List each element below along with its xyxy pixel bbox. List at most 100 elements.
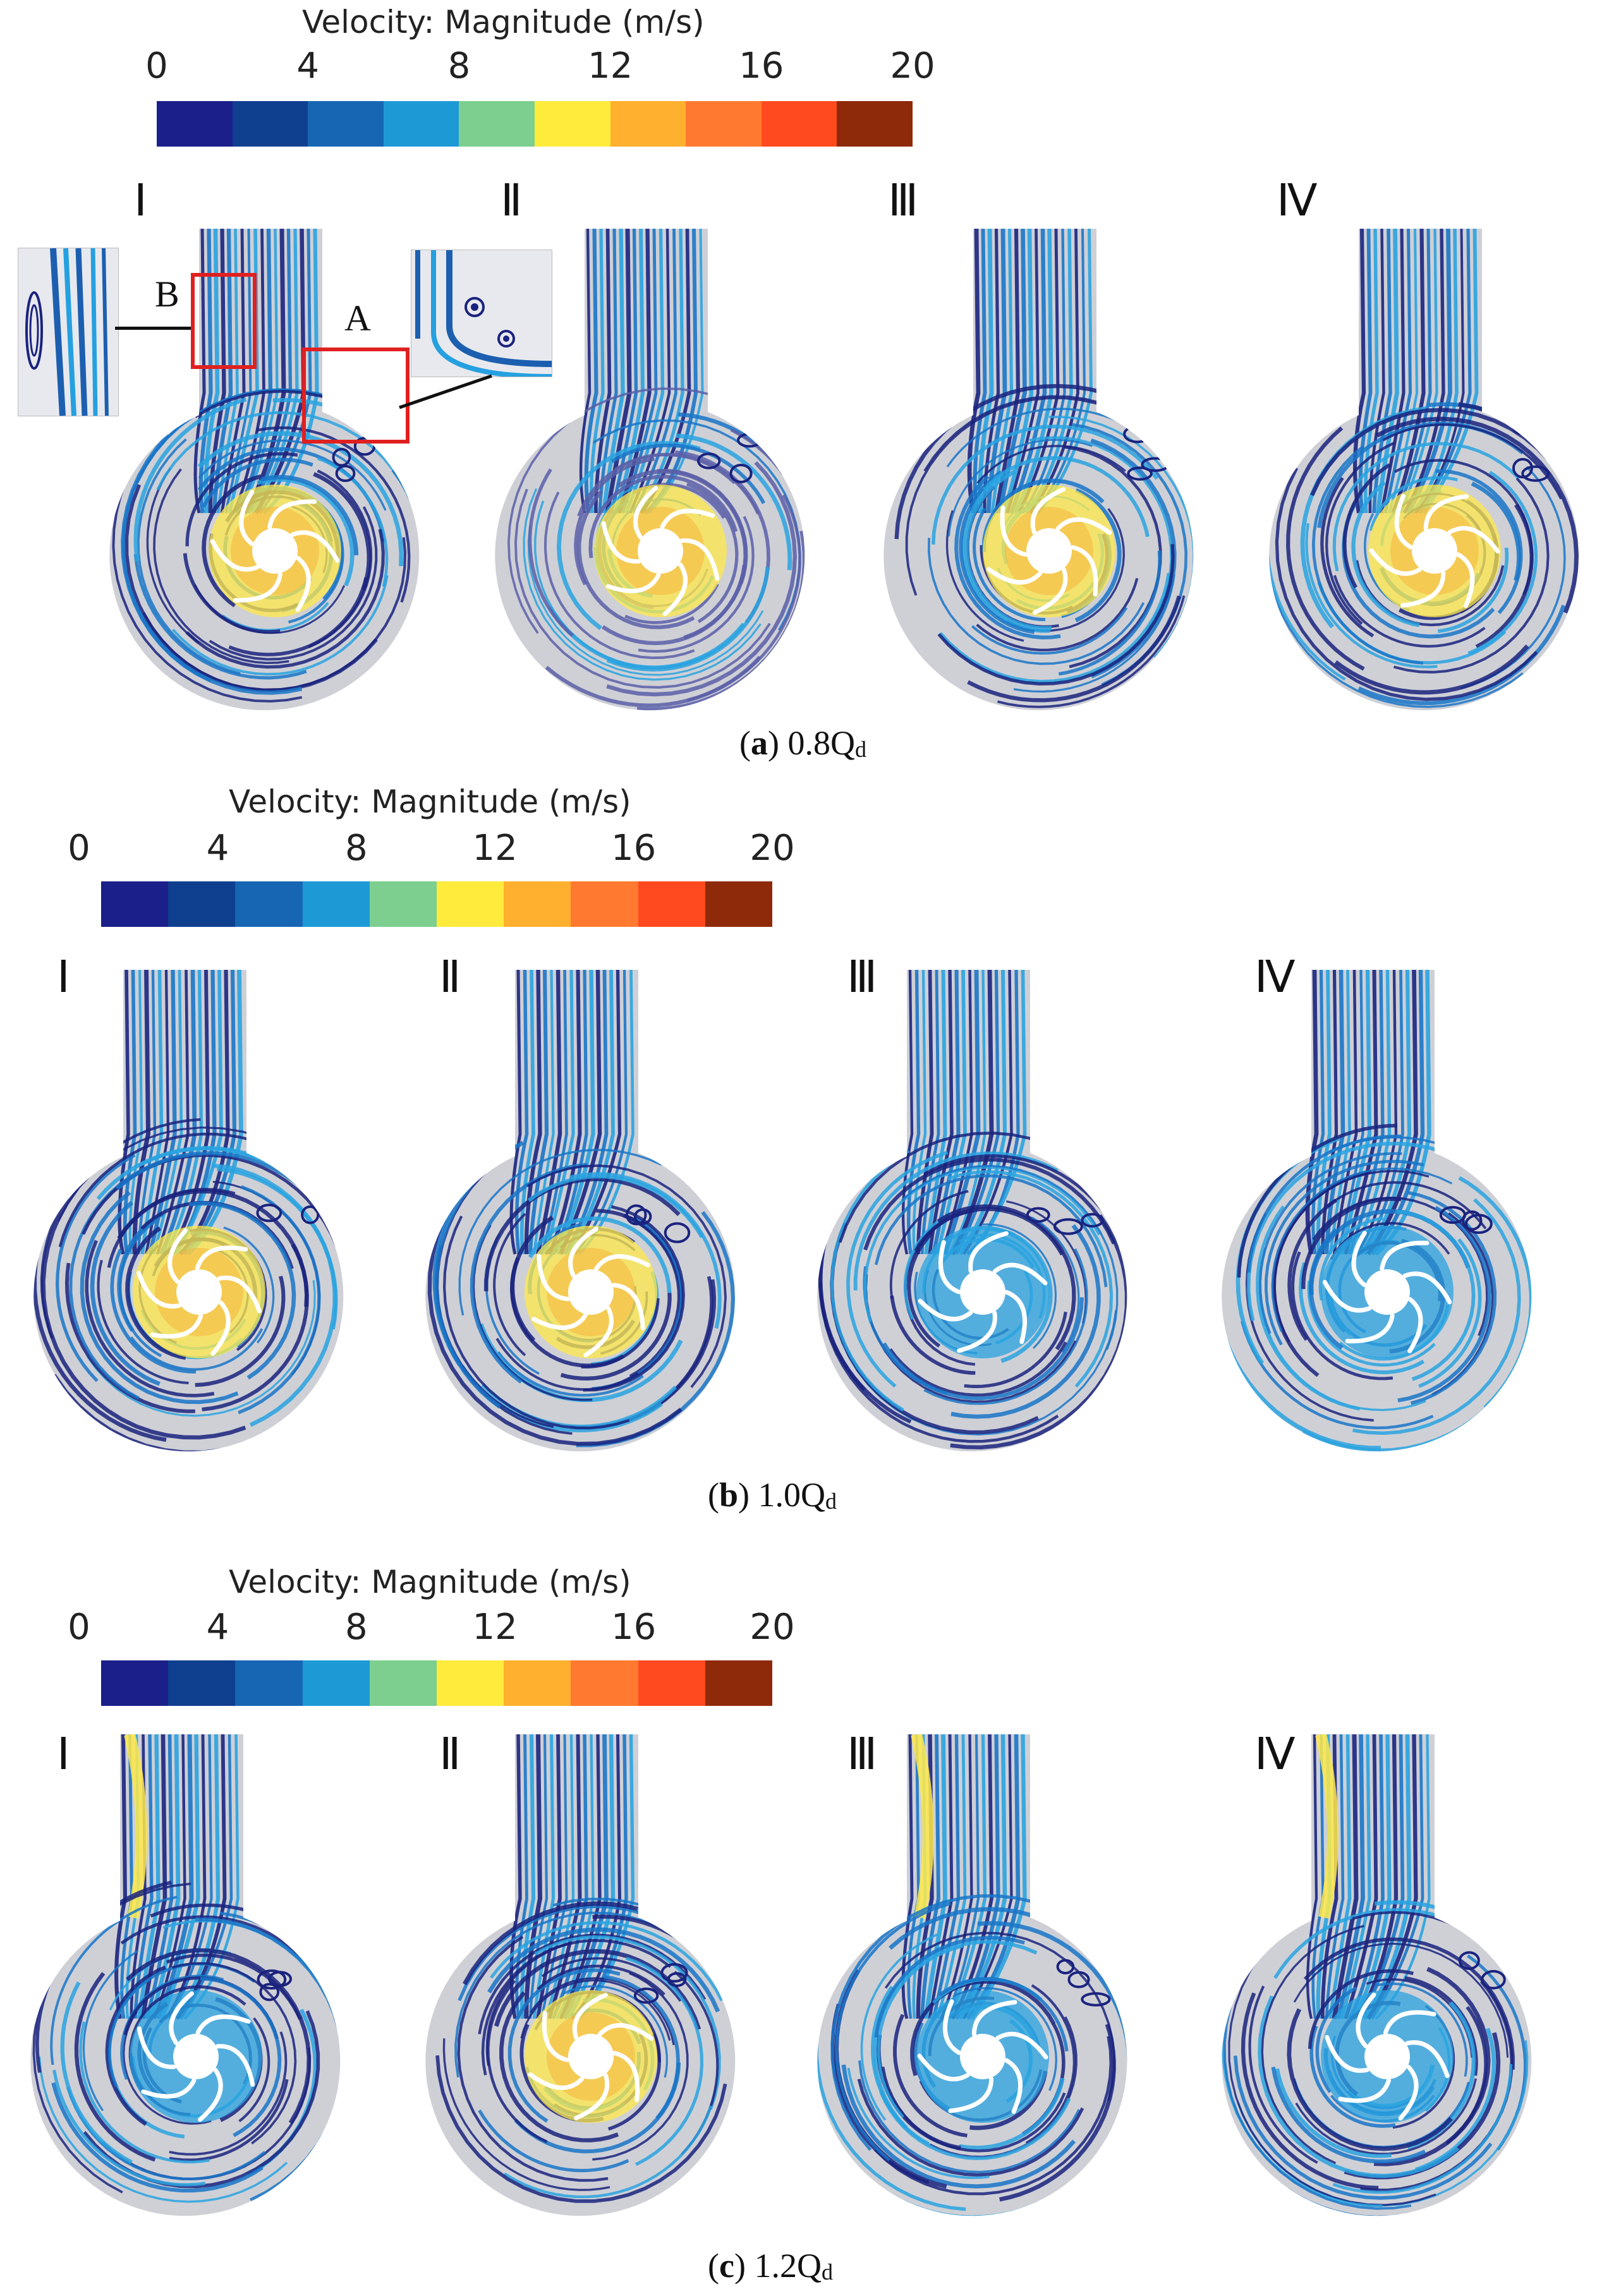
label-iv-a: Ⅳ [1277,177,1318,226]
impeller-blade [957,1310,997,1353]
colorbar-segment [369,881,437,927]
colorbar-segment [437,881,504,927]
impeller-hub [1026,528,1072,574]
zoom-label-b: B [155,274,179,315]
impeller-hub [173,2034,219,2079]
impeller-hub [1364,2034,1410,2079]
colorbar-segment [101,881,169,927]
impeller-blade [660,509,715,529]
flow-field [490,229,831,711]
colorbar-tick: 8 [344,1607,368,1648]
impeller-blade [917,2053,970,2082]
colorbar-segment [302,881,370,927]
flow-field [878,229,1220,711]
impeller-blade [572,1993,608,2040]
impeller-blade [1032,567,1068,615]
colorbar-segment [610,101,686,147]
impeller-blade [1356,1992,1376,2048]
impeller-blade [597,2023,654,2041]
impeller-hub [568,1269,614,1315]
colorbar-segment [571,1660,638,1706]
colorbar-tick: 20 [750,828,795,869]
impeller-blade [1383,2010,1436,2035]
impeller-blade [679,538,720,581]
impeller-blade [605,572,661,593]
impeller-blade [167,1228,188,1284]
colorbar-tick: 0 [68,1607,90,1648]
impeller-blade [1398,2065,1419,2121]
impeller-blade [574,2073,610,2120]
impeller-hub [960,1269,1005,1315]
colorbar-segment [383,101,459,147]
colorbar-ticks-a: 0 4 8 12 16 20 [145,45,935,90]
impeller-blade [1407,1296,1423,1353]
colorbar-tick: 20 [890,45,935,87]
zoom-label-a: A [344,298,371,339]
impeller-hub [960,2034,1005,2079]
impeller-hub [252,528,298,574]
colorbar-segment [504,881,571,927]
impeller-blade [169,1991,194,2045]
flow-field [1217,970,1558,1452]
colorbar-segment [705,1660,773,1706]
impeller-blade [215,2044,255,2087]
colorbar-segment [168,1660,236,1706]
impeller-blade [1423,494,1469,531]
impeller-hub [1364,1269,1410,1315]
impeller-hub [638,528,683,574]
impeller-blade [1456,552,1475,608]
impeller-blade [542,2010,569,2062]
impeller-blade [968,1231,1009,1274]
flow-field [1264,229,1605,711]
colorbar-ticks-c: 0 4 8 12 16 20 [68,1607,794,1651]
colorbar-segment [686,101,762,147]
impeller-blade [633,485,659,540]
label-i-c: Ⅰ [57,1731,70,1779]
colorbar-title-b: Velocity: Magnitude (m/s) [229,783,631,820]
colorbar-segment [837,101,913,147]
colorbar-title-c: Velocity: Magnitude (m/s) [229,1564,631,1600]
impeller-blade [1004,1290,1028,1344]
flow-field [104,229,446,711]
flow-field [420,1734,762,2216]
colorbar-segment [232,101,308,147]
impeller-blade [918,1298,973,1322]
impeller-blade [948,2077,994,2113]
zoom-connector-b [115,327,192,330]
impeller-blade [290,530,340,563]
colorbar-tick: 16 [610,828,657,869]
colorbar-segment [157,101,233,147]
impeller-blade [601,521,641,564]
colorbar-segment [534,101,610,147]
impeller-blade [1000,505,1028,557]
flow-field [25,1734,367,2216]
zoom-inset-a [411,250,552,377]
impeller-blade [217,1276,262,1314]
colorbar-segment [168,881,236,927]
colorbar-title-a: Velocity: Magnitude (m/s) [302,4,705,40]
flow-field [1217,1734,1558,2216]
impeller-blade [528,2072,585,2090]
impeller-blade [995,2031,1048,2060]
impeller-blade [971,2000,1017,2036]
impeller-blade [583,1306,614,1358]
colorbar-tick: 20 [750,1607,795,1648]
impeller-blade [267,499,317,530]
impeller-blade [195,1245,248,1271]
impeller-blade [1380,1240,1430,1271]
colorbar-a [157,101,913,147]
colorbar-tick: 12 [587,45,633,87]
impeller-blade [1402,1271,1452,1305]
impeller-blade [198,2068,223,2122]
zoom-box-a [302,347,410,444]
colorbar-segment [235,881,303,927]
impeller-blade [1369,548,1422,576]
colorbar-segment [504,1660,571,1706]
flow-field [812,1734,1153,2216]
flow-field [812,970,1153,1452]
caption-b: (b) 1.0Qd [708,1476,837,1514]
colorbar-segment [302,1660,370,1706]
label-iv-c: Ⅳ [1254,1731,1296,1779]
colorbar-tick: 8 [447,45,471,87]
colorbar-tick: 16 [739,45,784,87]
